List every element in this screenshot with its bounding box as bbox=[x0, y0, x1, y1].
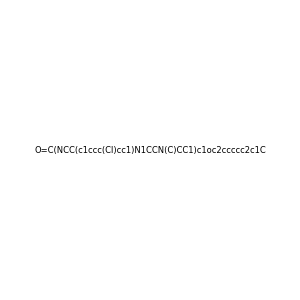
Text: O=C(NCC(c1ccc(Cl)cc1)N1CCN(C)CC1)c1oc2ccccc2c1C: O=C(NCC(c1ccc(Cl)cc1)N1CCN(C)CC1)c1oc2cc… bbox=[34, 146, 266, 154]
